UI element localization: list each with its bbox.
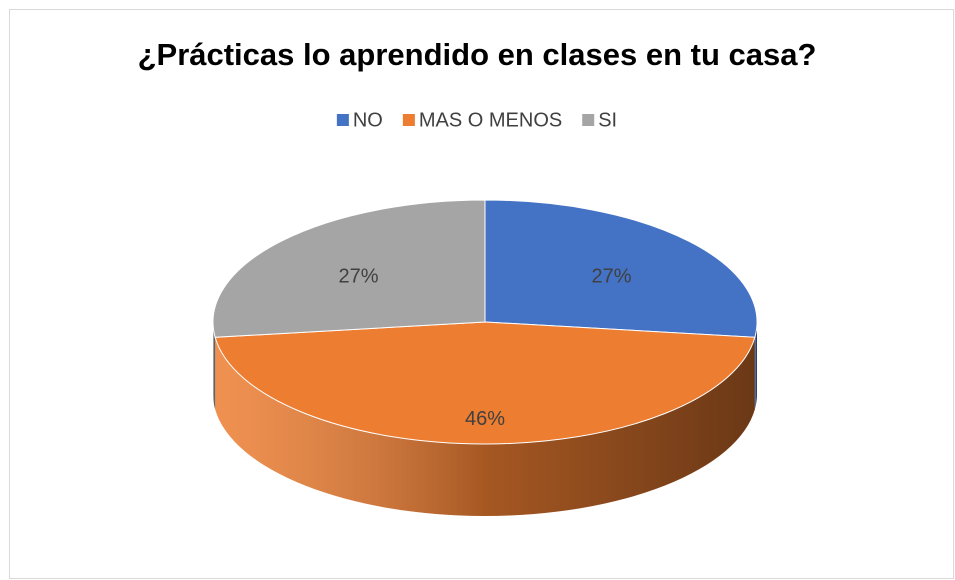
legend-swatch (582, 114, 595, 126)
pie-slice (214, 321, 756, 445)
legend-item: NO (336, 109, 383, 131)
legend-label: NO (353, 109, 383, 131)
legend-swatch (402, 114, 415, 126)
pie-slice (212, 199, 486, 338)
pie-tops (212, 199, 758, 445)
data-label: 46% (465, 408, 505, 430)
pie-side-shade (754, 322, 757, 410)
data-label: 27% (591, 266, 631, 288)
legend-item: SI (582, 109, 617, 131)
legend-label: SI (598, 109, 617, 131)
pie-sides (213, 322, 757, 516)
legend-item: MAS O MENOS (402, 109, 562, 131)
pie: 27% 46% 27% (212, 199, 758, 516)
chart-title: ¿Prácticas lo aprendido en clases en tu … (138, 37, 817, 72)
legend: NO MAS O MENOS SI (336, 109, 617, 131)
legend-swatch (336, 114, 349, 126)
pie-side-shade (213, 322, 216, 410)
legend-label: MAS O MENOS (419, 109, 562, 131)
pie-side-shade (215, 337, 755, 516)
pie-slice (484, 199, 758, 338)
data-label: 27% (338, 266, 378, 288)
